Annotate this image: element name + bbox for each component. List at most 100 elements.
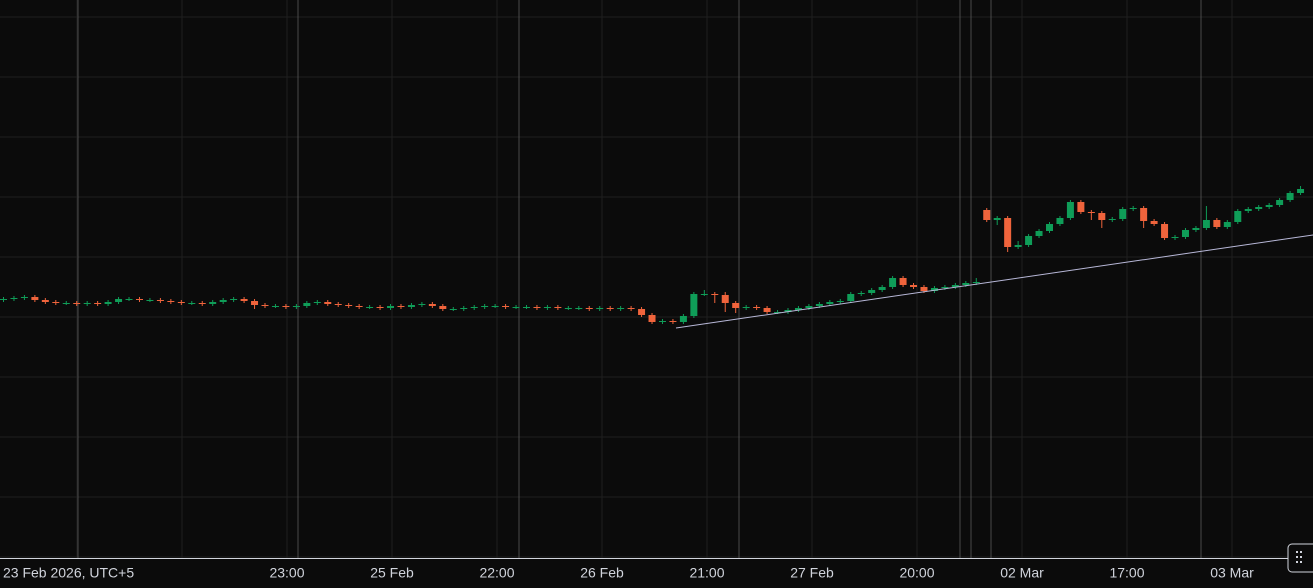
candle-body: [167, 301, 175, 302]
candle-body: [177, 302, 185, 303]
candle-body: [711, 294, 719, 295]
candle-body: [83, 303, 91, 304]
candle-body: [941, 287, 949, 288]
candle-body: [962, 283, 970, 285]
candle-body: [94, 303, 102, 304]
candle-body: [1150, 221, 1158, 224]
candle-body: [418, 304, 426, 305]
candle-body: [857, 293, 865, 294]
candle-body: [73, 303, 81, 304]
candle-body: [62, 303, 70, 304]
x-tick-label: 25 Feb: [370, 565, 414, 581]
candle-body: [10, 298, 18, 299]
candles: [0, 186, 1305, 324]
candle-body: [638, 309, 646, 315]
candle-body: [533, 307, 541, 308]
candle-body: [1056, 218, 1064, 224]
candle-body: [763, 308, 771, 312]
candle-body: [889, 278, 897, 287]
candle-body: [282, 306, 290, 307]
candle-body: [125, 299, 133, 300]
candle-body: [1276, 200, 1284, 205]
x-tick-label: 27 Feb: [790, 565, 834, 581]
candle-body: [31, 297, 39, 300]
candle-body: [387, 306, 395, 308]
candle-body: [104, 302, 112, 304]
candle-body: [543, 307, 551, 308]
candle-body: [648, 315, 656, 322]
candle-body: [512, 307, 520, 308]
candle-body: [554, 307, 562, 308]
candle-body: [439, 306, 447, 309]
candle-body: [209, 302, 217, 304]
candle-body: [271, 306, 279, 307]
candle-body: [460, 308, 468, 309]
grid: [0, 0, 1313, 558]
icon-dot: [1296, 551, 1298, 553]
candle-body: [1066, 202, 1074, 218]
candle-body: [20, 297, 28, 298]
candle-body: [993, 218, 1001, 220]
candle-body: [502, 306, 510, 307]
candle-body: [847, 294, 855, 301]
candle-body: [826, 302, 834, 304]
candle-body: [313, 302, 321, 303]
candle-body: [470, 307, 478, 308]
candle-body: [1265, 205, 1273, 207]
candle-body: [836, 301, 844, 302]
candle-body: [951, 285, 959, 287]
candle-body: [198, 303, 206, 304]
candle-body: [1035, 231, 1043, 236]
candle-body: [669, 321, 677, 322]
icon-dot: [1296, 561, 1298, 563]
trend-line[interactable]: [675, 234, 1313, 329]
candle-body: [596, 308, 604, 309]
candle-body: [575, 308, 583, 309]
candle-body: [219, 300, 227, 302]
x-tick-label: 23:00: [269, 565, 304, 581]
candle-body: [920, 287, 928, 291]
candle-body: [899, 278, 907, 285]
candle-body: [805, 306, 813, 308]
candle-body: [230, 299, 238, 300]
session-lines: [77, 0, 1202, 558]
candle-body: [1087, 212, 1095, 213]
candle-body: [135, 299, 143, 300]
x-tick-label: 21:00: [689, 565, 724, 581]
candle-body: [627, 308, 635, 309]
candle-body: [1192, 228, 1200, 230]
icon-dot: [1300, 551, 1302, 553]
candle-body: [449, 309, 457, 310]
candle-body: [585, 308, 593, 309]
x-tick-label: 22:00: [479, 565, 514, 581]
settings-button[interactable]: [1287, 543, 1313, 573]
icon-dot: [1300, 561, 1302, 563]
candle-body: [428, 304, 436, 306]
candle-body: [1234, 211, 1242, 222]
candle-body: [1255, 207, 1263, 209]
candle-body: [868, 290, 876, 293]
candle-body: [407, 305, 415, 307]
icon-dot: [1300, 556, 1302, 558]
candle-body: [617, 308, 625, 309]
candle-body: [1223, 222, 1231, 227]
candle-body: [146, 300, 154, 301]
candle-body: [1025, 236, 1033, 245]
candle-body: [115, 299, 123, 302]
candle-body: [606, 308, 614, 309]
candle-body: [1244, 209, 1252, 211]
candle-body: [753, 307, 761, 308]
icon-dot: [1296, 556, 1298, 558]
candle-body: [1297, 189, 1305, 193]
candle-body: [1098, 213, 1106, 220]
candle-body: [355, 306, 363, 307]
candle-body: [345, 305, 353, 306]
candle-body: [784, 310, 792, 312]
candle-body: [815, 304, 823, 306]
candle-body: [983, 210, 991, 220]
candle-body: [188, 303, 196, 304]
x-tick-label: 20:00: [899, 565, 934, 581]
candle-body: [1161, 224, 1169, 238]
